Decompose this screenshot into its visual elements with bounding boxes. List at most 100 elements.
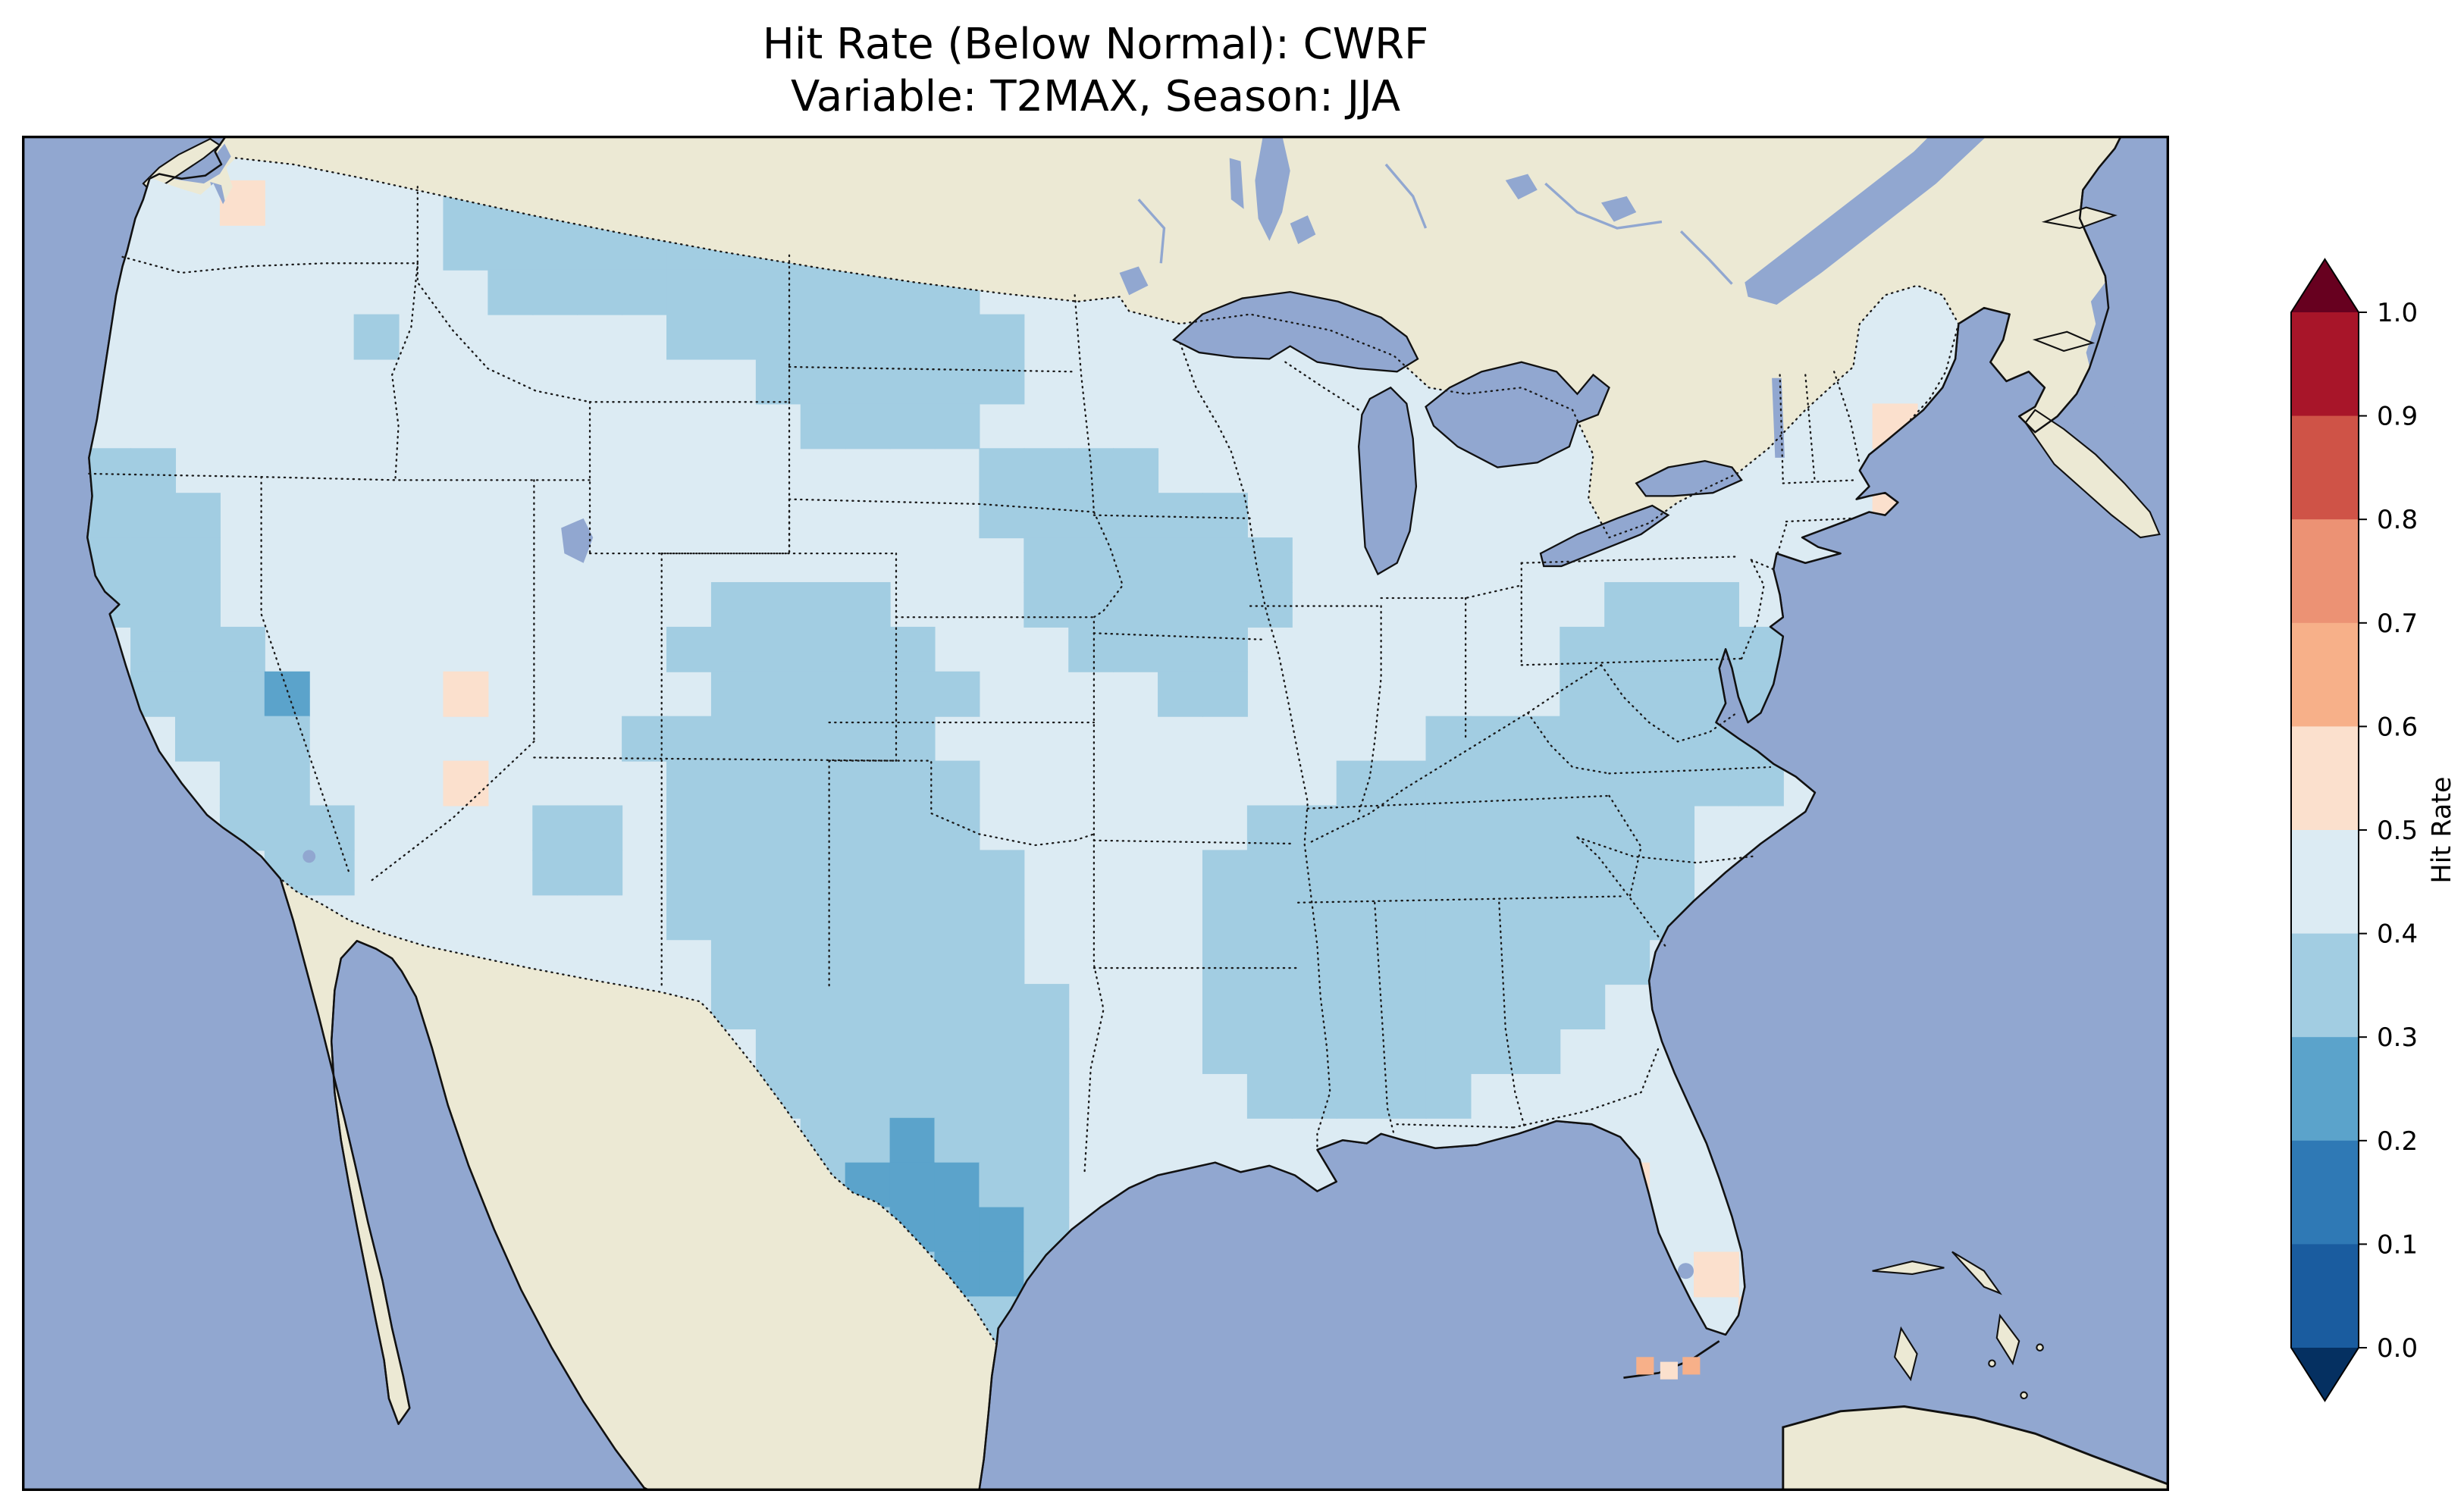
grid-cell: [800, 1028, 846, 1074]
grid-cell: [710, 671, 757, 717]
grid-cell: [487, 224, 534, 271]
grid-cell: [666, 850, 712, 896]
grid-cell: [1425, 760, 1472, 807]
small-lakes: [303, 136, 1785, 1279]
grid-cell: [666, 894, 712, 941]
grid-cell: [889, 850, 936, 896]
grid-cell: [1738, 760, 1784, 807]
grid-cell: [1202, 1028, 1248, 1074]
grid-cell: [979, 1073, 1025, 1119]
grid-cell: [1694, 760, 1739, 807]
grid-cell: [1604, 939, 1651, 985]
grid-cell: [710, 850, 757, 896]
grid-cell: [800, 939, 846, 985]
colorbar-tick-label: 0.6: [2377, 712, 2418, 742]
grid-cell: [845, 716, 891, 762]
colorbar-under-arrow: [2291, 1348, 2359, 1401]
grid-cell: [1560, 984, 1606, 1030]
grid-cell: [755, 805, 801, 851]
grid-cell: [1246, 1028, 1293, 1074]
grid-cell: [1202, 581, 1248, 628]
grid-cell: [219, 760, 265, 807]
bahama-islet: [2036, 1343, 2044, 1351]
grid-cell: [1381, 939, 1427, 985]
colorbar-tick-label: 0.7: [2377, 609, 2418, 639]
grid-cell: [845, 359, 891, 405]
grid-cell: [755, 716, 801, 762]
grid-cell: [889, 894, 936, 941]
grid-cell: [1604, 894, 1651, 941]
grid-cell: [889, 359, 936, 405]
grid-cell: [1381, 1073, 1427, 1119]
grid-cell: [1515, 984, 1561, 1030]
grid-cell: [1381, 805, 1427, 851]
grid-cell: [1246, 581, 1293, 628]
grid-cell: [1649, 626, 1695, 672]
grid-cell: [979, 314, 1025, 360]
grid-cell: [800, 805, 846, 851]
grid-cell: [1291, 984, 1337, 1030]
grid-cell: [1158, 626, 1204, 672]
grid-cell: [979, 850, 1025, 896]
grid-cell: [666, 626, 712, 672]
grid-cell: [264, 671, 310, 717]
grid-cell: [1560, 939, 1606, 985]
grid-cell: [710, 626, 757, 672]
colorbar-bin: [2291, 1244, 2359, 1348]
colorbar-tick-label: 0.2: [2377, 1126, 2418, 1157]
grid-cell: [1738, 626, 1784, 672]
grid-cell: [264, 760, 310, 807]
grid-cell: [1158, 493, 1204, 539]
grid-cell: [934, 894, 980, 941]
grid-cell: [755, 269, 801, 315]
grid-cell: [934, 939, 980, 985]
colorbar-bin: [2291, 312, 2359, 417]
grid-cell: [87, 448, 132, 494]
grid-cell: [1425, 716, 1472, 762]
grid-cell: [443, 760, 489, 807]
grid-cell: [934, 850, 980, 896]
grid-cell: [1560, 626, 1606, 672]
grid-cell: [755, 626, 801, 672]
grid-cell: [1682, 1357, 1701, 1375]
colorbar-bin: [2291, 1140, 2359, 1245]
grid-cell: [219, 716, 265, 762]
grid-cell: [130, 493, 177, 539]
international-borders: [234, 157, 1960, 1345]
grid-cell: [845, 1028, 891, 1074]
grid-cell: [1246, 537, 1293, 584]
grid-cell: [1604, 716, 1651, 762]
grid-cell: [710, 314, 757, 360]
grid-cell: [622, 269, 668, 315]
grid-cell: [979, 1207, 1025, 1253]
grid-cell: [979, 493, 1025, 539]
grid-cell: [979, 939, 1025, 985]
grid-cell: [1246, 984, 1293, 1030]
grid-cell: [1604, 626, 1651, 672]
grid-cell: [845, 1073, 891, 1119]
grid-cell: [666, 716, 712, 762]
grid-cell: [1425, 984, 1472, 1030]
grid-cell: [1515, 1028, 1561, 1074]
grid-cell: [1068, 448, 1114, 494]
grid-cell: [309, 850, 355, 896]
grid-cell: [845, 805, 891, 851]
grid-cell: [666, 805, 712, 851]
grid-cell: [1604, 760, 1651, 807]
grid-cell: [532, 805, 578, 851]
grid-cell: [1649, 671, 1695, 717]
grid-cell: [800, 716, 846, 762]
hit-rate-grid-cells: [87, 180, 1918, 1345]
colorbar-bin: [2291, 933, 2359, 1038]
figure-title-line2: Variable: T2MAX, Season: JJA: [790, 72, 1401, 122]
figure-title-line1: Hit Rate (Below Normal): CWRF: [762, 20, 1429, 69]
grid-cell: [443, 224, 489, 271]
grid-cell: [755, 760, 801, 807]
grid-cell: [1336, 1073, 1382, 1119]
grid-cell: [1560, 760, 1606, 807]
grid-cell: [1158, 537, 1204, 584]
grid-cell: [1024, 448, 1070, 494]
grid-cell: [219, 671, 265, 717]
grid-cell: [1425, 805, 1472, 851]
grid-cell: [1515, 805, 1561, 851]
